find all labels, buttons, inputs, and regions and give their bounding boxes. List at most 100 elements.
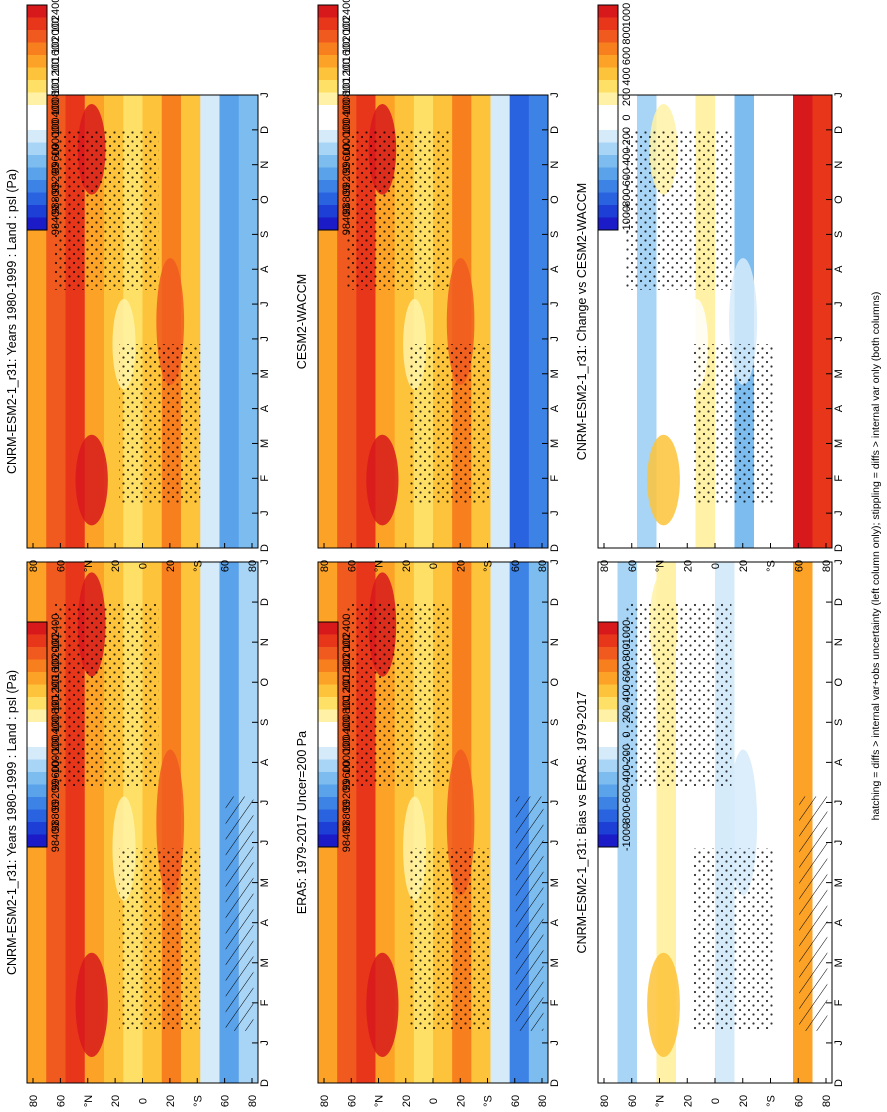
lat-band-p4-10 bbox=[509, 95, 530, 548]
colorbar-label-cbar-4-7: 99600 bbox=[341, 143, 353, 174]
lat-band-p1-9 bbox=[200, 562, 220, 1083]
lat-label-p6-1: 60 bbox=[627, 560, 639, 572]
colorbar-swatch-cbar-2-15 bbox=[27, 192, 47, 206]
colorbar-swatch-cbar-1-9 bbox=[27, 734, 47, 748]
hatch-area-p5 bbox=[799, 796, 828, 1031]
colorbar-label-cbar-6-2: 600 bbox=[621, 47, 633, 65]
colorbar-label-cbar-5-6: -200 bbox=[621, 744, 633, 766]
colorbar-swatch-cbar-3-14 bbox=[318, 797, 338, 810]
lat-label-p1-0: 80 bbox=[28, 1095, 40, 1107]
colorbar-swatch-cbar-5-13 bbox=[598, 784, 618, 798]
colorbar-swatch-cbar-3-13 bbox=[318, 784, 338, 798]
field-blob-p3-0 bbox=[366, 952, 399, 1057]
lat-label-p2-0: 80 bbox=[28, 560, 40, 572]
lat-label-p5-5: 20 bbox=[738, 1095, 750, 1107]
lat-label-p3-2: °N bbox=[374, 1095, 386, 1107]
colorbar-swatch-cbar-4-15 bbox=[318, 192, 338, 206]
colorbar-swatch-cbar-1-1 bbox=[27, 634, 47, 648]
colorbar-swatch-cbar-3-0 bbox=[318, 622, 338, 635]
colorbar-label-cbar-2-9: 98800 bbox=[50, 184, 62, 215]
colorbar-swatch-cbar-2-5 bbox=[27, 67, 47, 81]
lat-label-p1-3: 20 bbox=[110, 1095, 122, 1107]
colorbar-label-cbar-5-3: 400 bbox=[621, 684, 633, 702]
lat-label-p5-3: 20 bbox=[682, 1095, 694, 1107]
lat-label-p2-8: 80 bbox=[247, 560, 259, 572]
colorbar-swatch-cbar-2-4 bbox=[27, 55, 47, 68]
colorbar-swatch-cbar-6-17 bbox=[598, 217, 618, 231]
colorbar-swatch-cbar-2-0 bbox=[27, 5, 47, 18]
colorbar-label-cbar-1-4: 100800 bbox=[50, 696, 62, 733]
colorbar-label-cbar-4-2: 101600 bbox=[341, 38, 353, 75]
colorbar-label-cbar-1-10: 98400 bbox=[50, 822, 62, 853]
month-label-p1-4: A bbox=[259, 918, 271, 926]
colorbar-swatch-cbar-4-6 bbox=[318, 80, 338, 93]
colorbar-label-cbar-3-2: 101600 bbox=[341, 655, 353, 692]
colorbar-swatch-cbar-6-0 bbox=[598, 5, 618, 18]
colorbar-swatch-cbar-2-8 bbox=[27, 105, 47, 118]
colorbar-swatch-cbar-3-3 bbox=[318, 659, 338, 673]
colorbar-label-cbar-2-1: 102000 bbox=[50, 17, 62, 54]
month-label-p2-10: O bbox=[259, 195, 271, 204]
colorbar-swatch-cbar-3-8 bbox=[318, 722, 338, 735]
month-label-p6-1: J bbox=[833, 510, 845, 516]
month-label-p6-3: M bbox=[833, 439, 845, 448]
month-label-p5-4: A bbox=[833, 918, 845, 926]
lat-label-p5-7: 60 bbox=[793, 1095, 805, 1107]
stipple-area-p6-b bbox=[691, 344, 774, 503]
colorbar-swatch-cbar-2-16 bbox=[27, 205, 47, 218]
colorbar-swatch-cbar-5-4 bbox=[598, 672, 618, 685]
colorbar-swatch-cbar-6-8 bbox=[598, 105, 618, 118]
lat-band-p4-11 bbox=[528, 95, 549, 548]
colorbar-swatch-cbar-2-14 bbox=[27, 180, 47, 193]
colorbar-swatch-cbar-1-2 bbox=[27, 647, 47, 660]
month-label-p2-8: A bbox=[259, 265, 271, 273]
colorbar-label-cbar-6-7: -400 bbox=[621, 147, 633, 169]
month-label-p1-5: M bbox=[259, 878, 271, 887]
month-label-p2-12: D bbox=[259, 126, 271, 134]
colorbar-swatch-cbar-3-6 bbox=[318, 697, 338, 710]
colorbar-swatch-cbar-5-14 bbox=[598, 797, 618, 810]
panel-title-p5: CNRM-ESM2-1_r31: Bias vs ERA5: 1979-2017 bbox=[575, 691, 589, 953]
lat-label-p6-4: 0 bbox=[710, 563, 722, 569]
colorbar-swatch-cbar-2-12 bbox=[27, 155, 47, 168]
colorbar-swatch-cbar-4-8 bbox=[318, 105, 338, 118]
lat-band-p2-9 bbox=[200, 95, 220, 548]
colorbar-swatch-cbar-1-6 bbox=[27, 697, 47, 710]
colorbar-swatch-cbar-4-16 bbox=[318, 205, 338, 218]
month-label-p5-10: O bbox=[833, 678, 845, 687]
month-label-p5-1: J bbox=[833, 1040, 845, 1046]
colorbar-label-cbar-1-6: 100000 bbox=[50, 737, 62, 774]
month-label-p1-7: J bbox=[259, 800, 271, 806]
footnote: hatching = diffs > internal var+obs unce… bbox=[870, 292, 882, 821]
field-blob-p5-0 bbox=[647, 952, 680, 1057]
colorbar-frame-cbar-6 bbox=[597, 4, 619, 231]
colorbar-swatch-cbar-5-12 bbox=[598, 772, 618, 785]
colorbar-label-cbar-1-5: 100400 bbox=[50, 716, 62, 753]
colorbar-swatch-cbar-4-1 bbox=[318, 17, 338, 31]
lat-label-p6-0: 80 bbox=[599, 560, 611, 572]
month-label-p4-3: M bbox=[549, 439, 561, 448]
colorbar-swatch-cbar-3-4 bbox=[318, 672, 338, 685]
panel-title-p2: CNRM-ESM2-1_r31: Years 1980-1999 : Land … bbox=[5, 169, 19, 474]
lat-label-p3-7: 60 bbox=[510, 1095, 522, 1107]
lat-label-p3-3: 20 bbox=[401, 1095, 413, 1107]
colorbar-label-cbar-6-5: 0 bbox=[621, 114, 633, 120]
month-label-p3-6: J bbox=[549, 840, 561, 846]
colorbar-swatch-cbar-2-1 bbox=[27, 17, 47, 31]
colorbar-label-cbar-2-5: 100400 bbox=[50, 99, 62, 136]
lat-band-p4-9 bbox=[490, 95, 511, 548]
month-label-p5-5: M bbox=[833, 878, 845, 887]
colorbar-swatch-cbar-5-11 bbox=[598, 759, 618, 773]
colorbar-label-cbar-3-10: 98400 bbox=[341, 822, 353, 853]
month-label-p3-10: O bbox=[549, 678, 561, 687]
colorbar-swatch-cbar-6-4 bbox=[598, 55, 618, 68]
colorbar-swatch-cbar-1-11 bbox=[27, 759, 47, 773]
colorbar-label-cbar-3-8: 99200 bbox=[341, 781, 353, 812]
lat-label-p1-8: 80 bbox=[247, 1095, 259, 1107]
field-blob-p2-0 bbox=[75, 434, 108, 526]
colorbar-label-cbar-4-1: 102000 bbox=[341, 17, 353, 54]
month-label-p3-9: S bbox=[549, 719, 561, 726]
